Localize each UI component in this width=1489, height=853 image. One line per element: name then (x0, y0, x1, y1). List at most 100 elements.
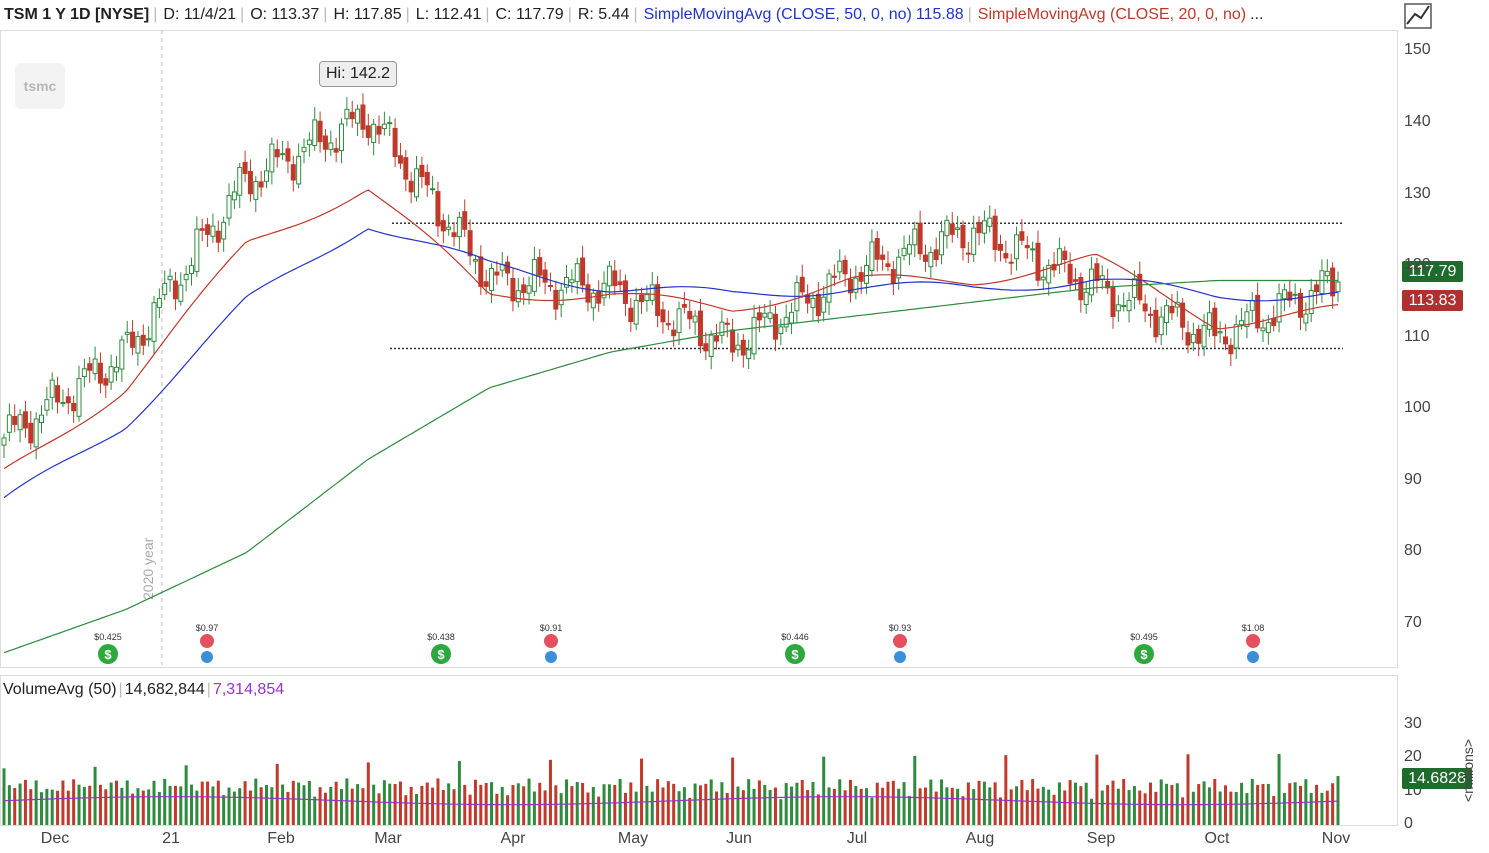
volume-bar (1261, 783, 1265, 825)
earnings-info-icon[interactable] (545, 651, 557, 663)
candle-body (33, 418, 39, 448)
volume-bar (131, 793, 135, 825)
volume-bar (441, 790, 445, 825)
candle-body (494, 271, 500, 276)
earnings-icon[interactable] (1246, 634, 1260, 648)
month-label: Dec (40, 830, 70, 847)
candle-body (1142, 303, 1148, 312)
earnings-amount: $0.93 (888, 623, 912, 633)
volume-bar (1282, 793, 1286, 825)
earnings-info-icon[interactable] (1247, 651, 1259, 663)
dividend-icon[interactable]: $ (431, 644, 451, 664)
candle-body (847, 279, 853, 294)
volume-bar (1138, 790, 1142, 825)
more-indicator[interactable]: ... (1250, 6, 1264, 23)
volume-bar (1234, 791, 1238, 825)
volume-bar (409, 786, 413, 825)
header-separator: | (118, 681, 123, 698)
volume-bar (1106, 785, 1110, 825)
chart-frame (0, 30, 1398, 826)
volume-bar (993, 782, 997, 825)
candle-body (424, 171, 430, 186)
earnings-icon[interactable] (200, 634, 214, 648)
volume-bar (532, 791, 536, 825)
candle-body (301, 146, 307, 153)
candle-body (665, 323, 671, 326)
volume-bar (945, 787, 949, 825)
candle-body (687, 310, 693, 320)
volume-bar (816, 794, 820, 825)
volume-bar (340, 789, 344, 825)
volume-bar (715, 791, 719, 825)
candle-body (714, 335, 720, 342)
candle-body (306, 139, 312, 146)
volume-bar (725, 793, 729, 825)
symbol-label[interactable]: TSM 1 Y 1D [NYSE] (4, 6, 150, 23)
volume-bar (473, 779, 477, 825)
candle-body (547, 284, 553, 287)
volume-bar (275, 763, 279, 825)
candle-body (12, 415, 18, 425)
volume-bar (1004, 755, 1008, 825)
volume-bar (356, 784, 360, 825)
volume-average-line (3, 796, 1339, 806)
volume-bar (961, 796, 965, 825)
candle-body (949, 223, 955, 235)
candle-body (135, 336, 141, 354)
candle-body (1040, 276, 1046, 281)
month-label: Aug (965, 830, 995, 847)
candle-body (1014, 234, 1020, 260)
candle-body (274, 149, 280, 158)
volume-unit-label: <millions> (1460, 738, 1476, 802)
volume-avg-label[interactable]: VolumeAvg (50) (3, 681, 117, 698)
dividend-icon[interactable]: $ (1134, 644, 1154, 664)
earnings-icon[interactable] (893, 634, 907, 648)
candle-body (901, 247, 907, 257)
candle-body (1335, 281, 1341, 293)
dividend-icon[interactable]: $ (98, 644, 118, 664)
candle-body (387, 122, 393, 125)
volume-bar (457, 761, 461, 825)
dividend-icon[interactable]: $ (785, 644, 805, 664)
candle-body (692, 315, 698, 323)
candle-body (885, 263, 891, 268)
month-label: Feb (267, 830, 295, 847)
earnings-info-icon[interactable] (201, 651, 213, 663)
volume-bar (731, 757, 735, 825)
volume-bar (415, 793, 419, 825)
volume-bar (752, 788, 756, 825)
candle-body (772, 313, 778, 340)
candle-body (1201, 324, 1207, 348)
month-label: 21 (162, 830, 180, 847)
chart-style-icon[interactable] (1401, 2, 1435, 30)
volume-bar (736, 786, 740, 825)
candle-body (312, 119, 318, 146)
volume-bar (7, 785, 11, 825)
candle-body (76, 378, 82, 417)
candle-body (489, 267, 495, 291)
volume-bar (115, 780, 119, 825)
month-label: Sep (1086, 830, 1116, 847)
earnings-info-icon[interactable] (894, 651, 906, 663)
volume-bar (1288, 783, 1292, 825)
range-value: R: 5.44 (577, 6, 630, 23)
candle-body (521, 284, 527, 294)
candle-body (87, 363, 93, 371)
last-price-tag: 117.79 (1402, 261, 1463, 282)
candle-body (435, 191, 441, 227)
volume-bar (1111, 780, 1115, 825)
sma-price-tag: 113.83 (1402, 290, 1463, 311)
candle-body (1153, 309, 1159, 338)
candle-body (1287, 291, 1293, 301)
volume-bar (763, 784, 767, 825)
earnings-icon[interactable] (544, 634, 558, 648)
candle-body (119, 339, 125, 370)
sma50-label[interactable]: SimpleMovingAvg (CLOSE, 50, 0, no) (643, 6, 912, 23)
volume-bar (597, 796, 601, 825)
volume-bar (281, 784, 285, 825)
price-tick-label: 130 (1404, 184, 1431, 202)
sma20-label[interactable]: SimpleMovingAvg (CLOSE, 20, 0, no) (977, 6, 1247, 23)
candle-body (778, 326, 784, 334)
volume-bar (1320, 792, 1324, 825)
